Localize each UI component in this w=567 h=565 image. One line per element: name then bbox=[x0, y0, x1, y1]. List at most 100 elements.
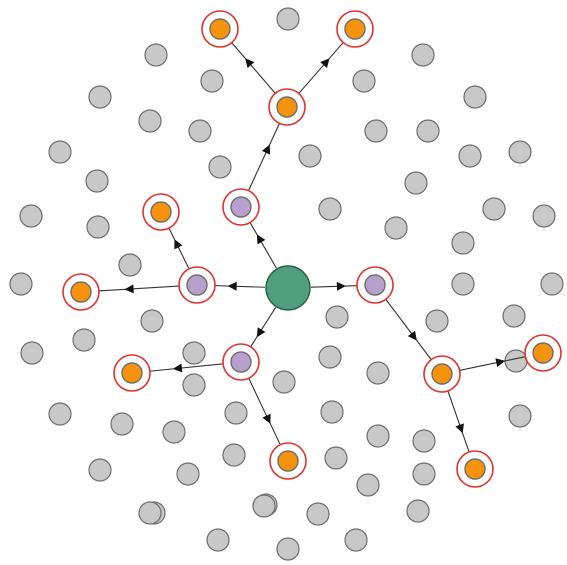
edges-layer bbox=[95, 39, 529, 456]
inactive-node bbox=[20, 341, 44, 365]
inactive-node bbox=[406, 499, 430, 523]
active-nodes-layer bbox=[70, 18, 554, 480]
inactive-node bbox=[162, 420, 186, 444]
edge-P4-O7 bbox=[146, 362, 228, 373]
inactive-node bbox=[88, 458, 112, 482]
level2-node bbox=[209, 18, 231, 40]
inactive-node bbox=[48, 402, 72, 426]
inactive-node bbox=[182, 373, 206, 397]
edge-O1-R2 bbox=[295, 39, 346, 97]
inactive-node bbox=[138, 501, 162, 525]
inactive-node bbox=[88, 85, 112, 109]
inactive-node bbox=[451, 231, 475, 255]
inactive-node bbox=[206, 528, 230, 552]
level2-node bbox=[464, 458, 486, 480]
level2-node bbox=[276, 96, 298, 118]
inactive-node bbox=[404, 171, 428, 195]
inactive-node bbox=[276, 7, 300, 31]
inactive-node bbox=[463, 85, 487, 109]
edge-C-P4 bbox=[248, 307, 277, 350]
center-node bbox=[265, 265, 311, 311]
inactive-node bbox=[366, 424, 390, 448]
arrowhead-icon bbox=[455, 423, 464, 434]
level1-node bbox=[186, 274, 208, 296]
level2-node bbox=[344, 18, 366, 40]
inactive-node bbox=[412, 462, 436, 486]
arrowhead-icon bbox=[495, 358, 506, 368]
arrowhead-icon bbox=[256, 234, 266, 245]
arrowhead-icon bbox=[172, 363, 183, 373]
level2-node bbox=[277, 450, 299, 472]
edge-O4-R4 bbox=[446, 387, 471, 456]
arrowhead-icon bbox=[407, 330, 417, 341]
arrowhead-icon bbox=[174, 239, 183, 250]
inactive-node bbox=[318, 197, 342, 221]
level1-node bbox=[230, 196, 252, 218]
inactive-node bbox=[416, 119, 440, 143]
edge-P1-O1 bbox=[246, 120, 282, 195]
inactive-node bbox=[425, 309, 449, 333]
inactive-node bbox=[222, 443, 246, 467]
inactive-node bbox=[272, 370, 296, 394]
inactive-node bbox=[508, 404, 532, 428]
inactive-node bbox=[276, 537, 300, 561]
inactive-node bbox=[48, 140, 72, 164]
inactive-node bbox=[144, 43, 168, 67]
edge-C-P1 bbox=[248, 219, 277, 269]
arrowhead-icon bbox=[336, 281, 346, 291]
inactive-node bbox=[502, 304, 526, 328]
level2-node bbox=[70, 281, 92, 303]
level2-node bbox=[431, 363, 453, 385]
inactive-node bbox=[504, 349, 528, 373]
inactive-node bbox=[208, 155, 232, 179]
inactive-node bbox=[138, 109, 162, 133]
inactive-node bbox=[540, 272, 564, 296]
arrowhead-icon bbox=[245, 58, 255, 69]
level2-node bbox=[532, 342, 554, 364]
arrowhead-icon bbox=[227, 281, 237, 291]
inactive-node bbox=[318, 345, 342, 369]
edge-P4-O5 bbox=[246, 374, 283, 448]
inactive-node bbox=[482, 197, 506, 221]
inactive-node bbox=[252, 494, 276, 518]
inactive-node bbox=[182, 341, 206, 365]
inactive-node bbox=[508, 140, 532, 164]
inactive-node bbox=[325, 305, 349, 329]
inactive-node bbox=[9, 272, 33, 296]
edge-P3-O4 bbox=[382, 295, 434, 363]
edge-O1-R1 bbox=[229, 40, 279, 97]
edge-P2-O3 bbox=[95, 285, 184, 292]
inactive-node bbox=[352, 69, 376, 93]
inactive-node bbox=[298, 144, 322, 168]
inactive-node bbox=[19, 204, 43, 228]
inactive-node bbox=[72, 328, 96, 352]
arrowhead-icon bbox=[262, 413, 271, 424]
inactive-node bbox=[86, 215, 110, 239]
arrowhead-icon bbox=[124, 284, 134, 294]
highlight-rings-layer bbox=[62, 10, 562, 488]
inactive-node bbox=[140, 309, 164, 333]
inactive-node bbox=[110, 412, 134, 436]
inactive-node bbox=[188, 119, 212, 143]
inactive-node bbox=[306, 502, 330, 526]
inactive-node bbox=[411, 43, 435, 67]
inactive-node bbox=[320, 400, 344, 424]
inactive-node bbox=[224, 401, 248, 425]
inactive-node bbox=[364, 119, 388, 143]
inactive-node bbox=[384, 216, 408, 240]
inactive-nodes-layer bbox=[9, 7, 564, 561]
level2-node bbox=[121, 362, 143, 384]
inactive-node bbox=[324, 446, 348, 470]
edge-O4-R3 bbox=[455, 355, 529, 372]
inactive-node bbox=[356, 473, 380, 497]
inactive-node bbox=[200, 69, 224, 93]
inactive-node bbox=[344, 528, 368, 552]
level1-node bbox=[364, 274, 386, 296]
edge-P2-O2 bbox=[167, 225, 192, 273]
arrowhead-icon bbox=[261, 144, 271, 155]
inactive-node bbox=[451, 272, 475, 296]
level2-node bbox=[150, 201, 172, 223]
edge-C-P3 bbox=[310, 284, 361, 288]
